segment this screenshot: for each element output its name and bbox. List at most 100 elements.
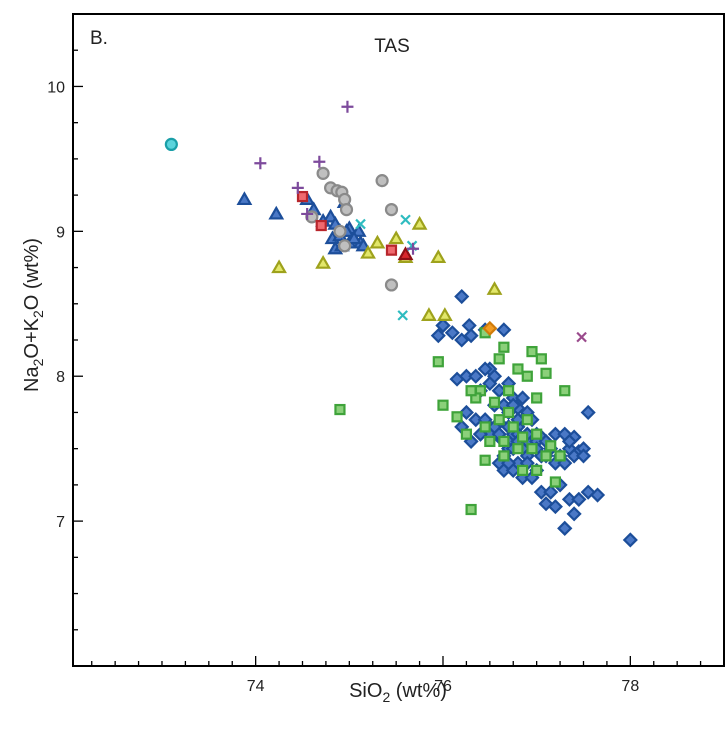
data-point — [477, 361, 493, 377]
series-4-circle — [305, 166, 399, 292]
data-point — [526, 345, 538, 358]
panel-label: B. — [90, 28, 108, 49]
series-11-cross — [576, 331, 587, 343]
data-point — [397, 310, 408, 321]
data-point — [502, 385, 515, 397]
y-axis-title-part2: O+K — [21, 317, 43, 358]
series-12-plus — [407, 242, 420, 255]
data-point — [454, 288, 470, 305]
data-point — [515, 390, 531, 406]
x-axis-title-prefix: SiO — [349, 680, 382, 702]
data-point — [271, 259, 287, 274]
data-point — [557, 520, 573, 536]
data-point — [507, 421, 519, 433]
data-point — [301, 207, 314, 220]
data-point — [341, 100, 354, 113]
data-point — [333, 224, 347, 238]
series-10-cross — [355, 214, 418, 321]
plot-frame — [72, 13, 725, 667]
x-axis-title-suffix: (wt%) — [390, 680, 447, 702]
data-point — [296, 190, 309, 203]
data-point — [291, 181, 304, 194]
data-point — [451, 411, 463, 423]
data-point — [388, 230, 405, 245]
data-point — [496, 322, 512, 338]
series-1-square — [334, 327, 571, 516]
y-axis-title-part3: O (wt%) — [21, 238, 43, 310]
data-points — [164, 100, 638, 548]
data-point — [468, 368, 484, 384]
x-tick-label: 74 — [247, 678, 265, 695]
y-tick-label: 9 — [56, 224, 65, 241]
x-axis-ticks: 74 76 78 — [91, 656, 725, 695]
data-point — [486, 281, 503, 295]
data-point — [397, 246, 414, 261]
data-point — [411, 215, 428, 230]
data-point — [479, 454, 491, 466]
data-point — [316, 166, 330, 180]
data-point — [482, 320, 498, 336]
data-point — [435, 317, 451, 334]
data-point — [517, 464, 529, 476]
data-point — [338, 239, 352, 253]
data-point — [545, 440, 557, 452]
data-point — [493, 353, 505, 365]
series-3-triangle — [271, 215, 503, 321]
data-point — [436, 307, 453, 321]
data-point — [384, 203, 399, 217]
data-point — [350, 223, 367, 237]
data-point — [444, 325, 460, 341]
data-point — [254, 157, 267, 170]
series-8-diamond — [482, 320, 498, 336]
y-axis-title-part1: Na — [21, 366, 43, 392]
data-point — [454, 332, 470, 348]
data-point — [315, 219, 327, 232]
data-point — [566, 506, 582, 522]
data-point — [355, 237, 372, 252]
data-point — [430, 249, 447, 264]
data-point — [375, 174, 389, 188]
data-point — [315, 254, 331, 269]
data-point — [549, 476, 561, 488]
data-point — [164, 137, 178, 151]
data-point — [385, 244, 398, 256]
plot-border — [72, 13, 725, 667]
data-point — [502, 406, 515, 419]
data-point — [400, 214, 411, 226]
data-point — [465, 503, 477, 516]
data-point — [521, 414, 533, 426]
data-point — [575, 448, 592, 464]
data-point — [571, 491, 587, 507]
x-tick-label: 78 — [621, 678, 639, 695]
data-point — [498, 450, 510, 462]
data-point — [346, 230, 362, 245]
data-point — [512, 443, 524, 455]
data-point — [236, 191, 253, 206]
x-tick-label: 76 — [434, 678, 452, 695]
data-point — [355, 218, 366, 230]
data-point — [517, 431, 529, 443]
data-point — [559, 385, 571, 397]
data-point — [512, 363, 524, 375]
data-point — [622, 532, 638, 548]
data-point — [463, 328, 479, 344]
data-point — [384, 278, 399, 292]
series-0-diamond — [430, 288, 638, 548]
data-point — [322, 208, 339, 223]
data-point — [369, 234, 386, 249]
data-point — [531, 428, 543, 440]
chart-title: TAS — [374, 36, 410, 57]
data-point — [479, 421, 491, 433]
data-point — [488, 396, 501, 408]
series-9-plus — [254, 100, 354, 220]
series-7-triangle — [397, 246, 414, 261]
data-point — [432, 356, 444, 368]
data-point — [543, 484, 559, 500]
data-point — [484, 435, 496, 448]
y-axis-title: Na2O+K2O (wt%) — [21, 238, 46, 392]
y-axis-title-sub1: 2 — [30, 358, 46, 366]
data-point — [458, 404, 474, 421]
data-point — [430, 328, 446, 344]
data-point — [535, 353, 547, 365]
